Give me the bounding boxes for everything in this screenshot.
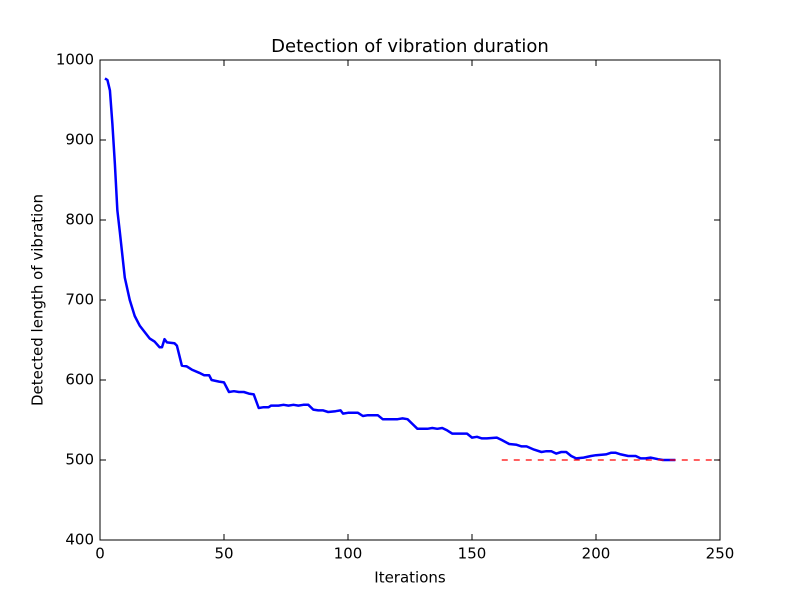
y-tick-label: 600 <box>65 371 94 389</box>
x-tick-label: 0 <box>95 545 105 563</box>
data-line <box>104 77 676 462</box>
x-tick-label: 250 <box>706 545 735 563</box>
y-tick-label: 500 <box>65 451 94 469</box>
x-tick-label: 200 <box>582 545 611 563</box>
x-tick-label: 100 <box>334 545 363 563</box>
y-tick-label: 400 <box>65 531 94 549</box>
x-axis-label: Iterations <box>374 569 446 587</box>
chart-title: Detection of vibration duration <box>271 36 549 57</box>
y-axis-label: Detected length of vibration <box>29 194 47 406</box>
y-tick-label: 700 <box>65 291 94 309</box>
x-tick-label: 50 <box>214 545 233 563</box>
y-tick-label: 1000 <box>56 51 94 69</box>
y-tick-label: 800 <box>65 211 94 229</box>
y-tick-label: 900 <box>65 131 94 149</box>
x-tick-label: 150 <box>458 545 487 563</box>
